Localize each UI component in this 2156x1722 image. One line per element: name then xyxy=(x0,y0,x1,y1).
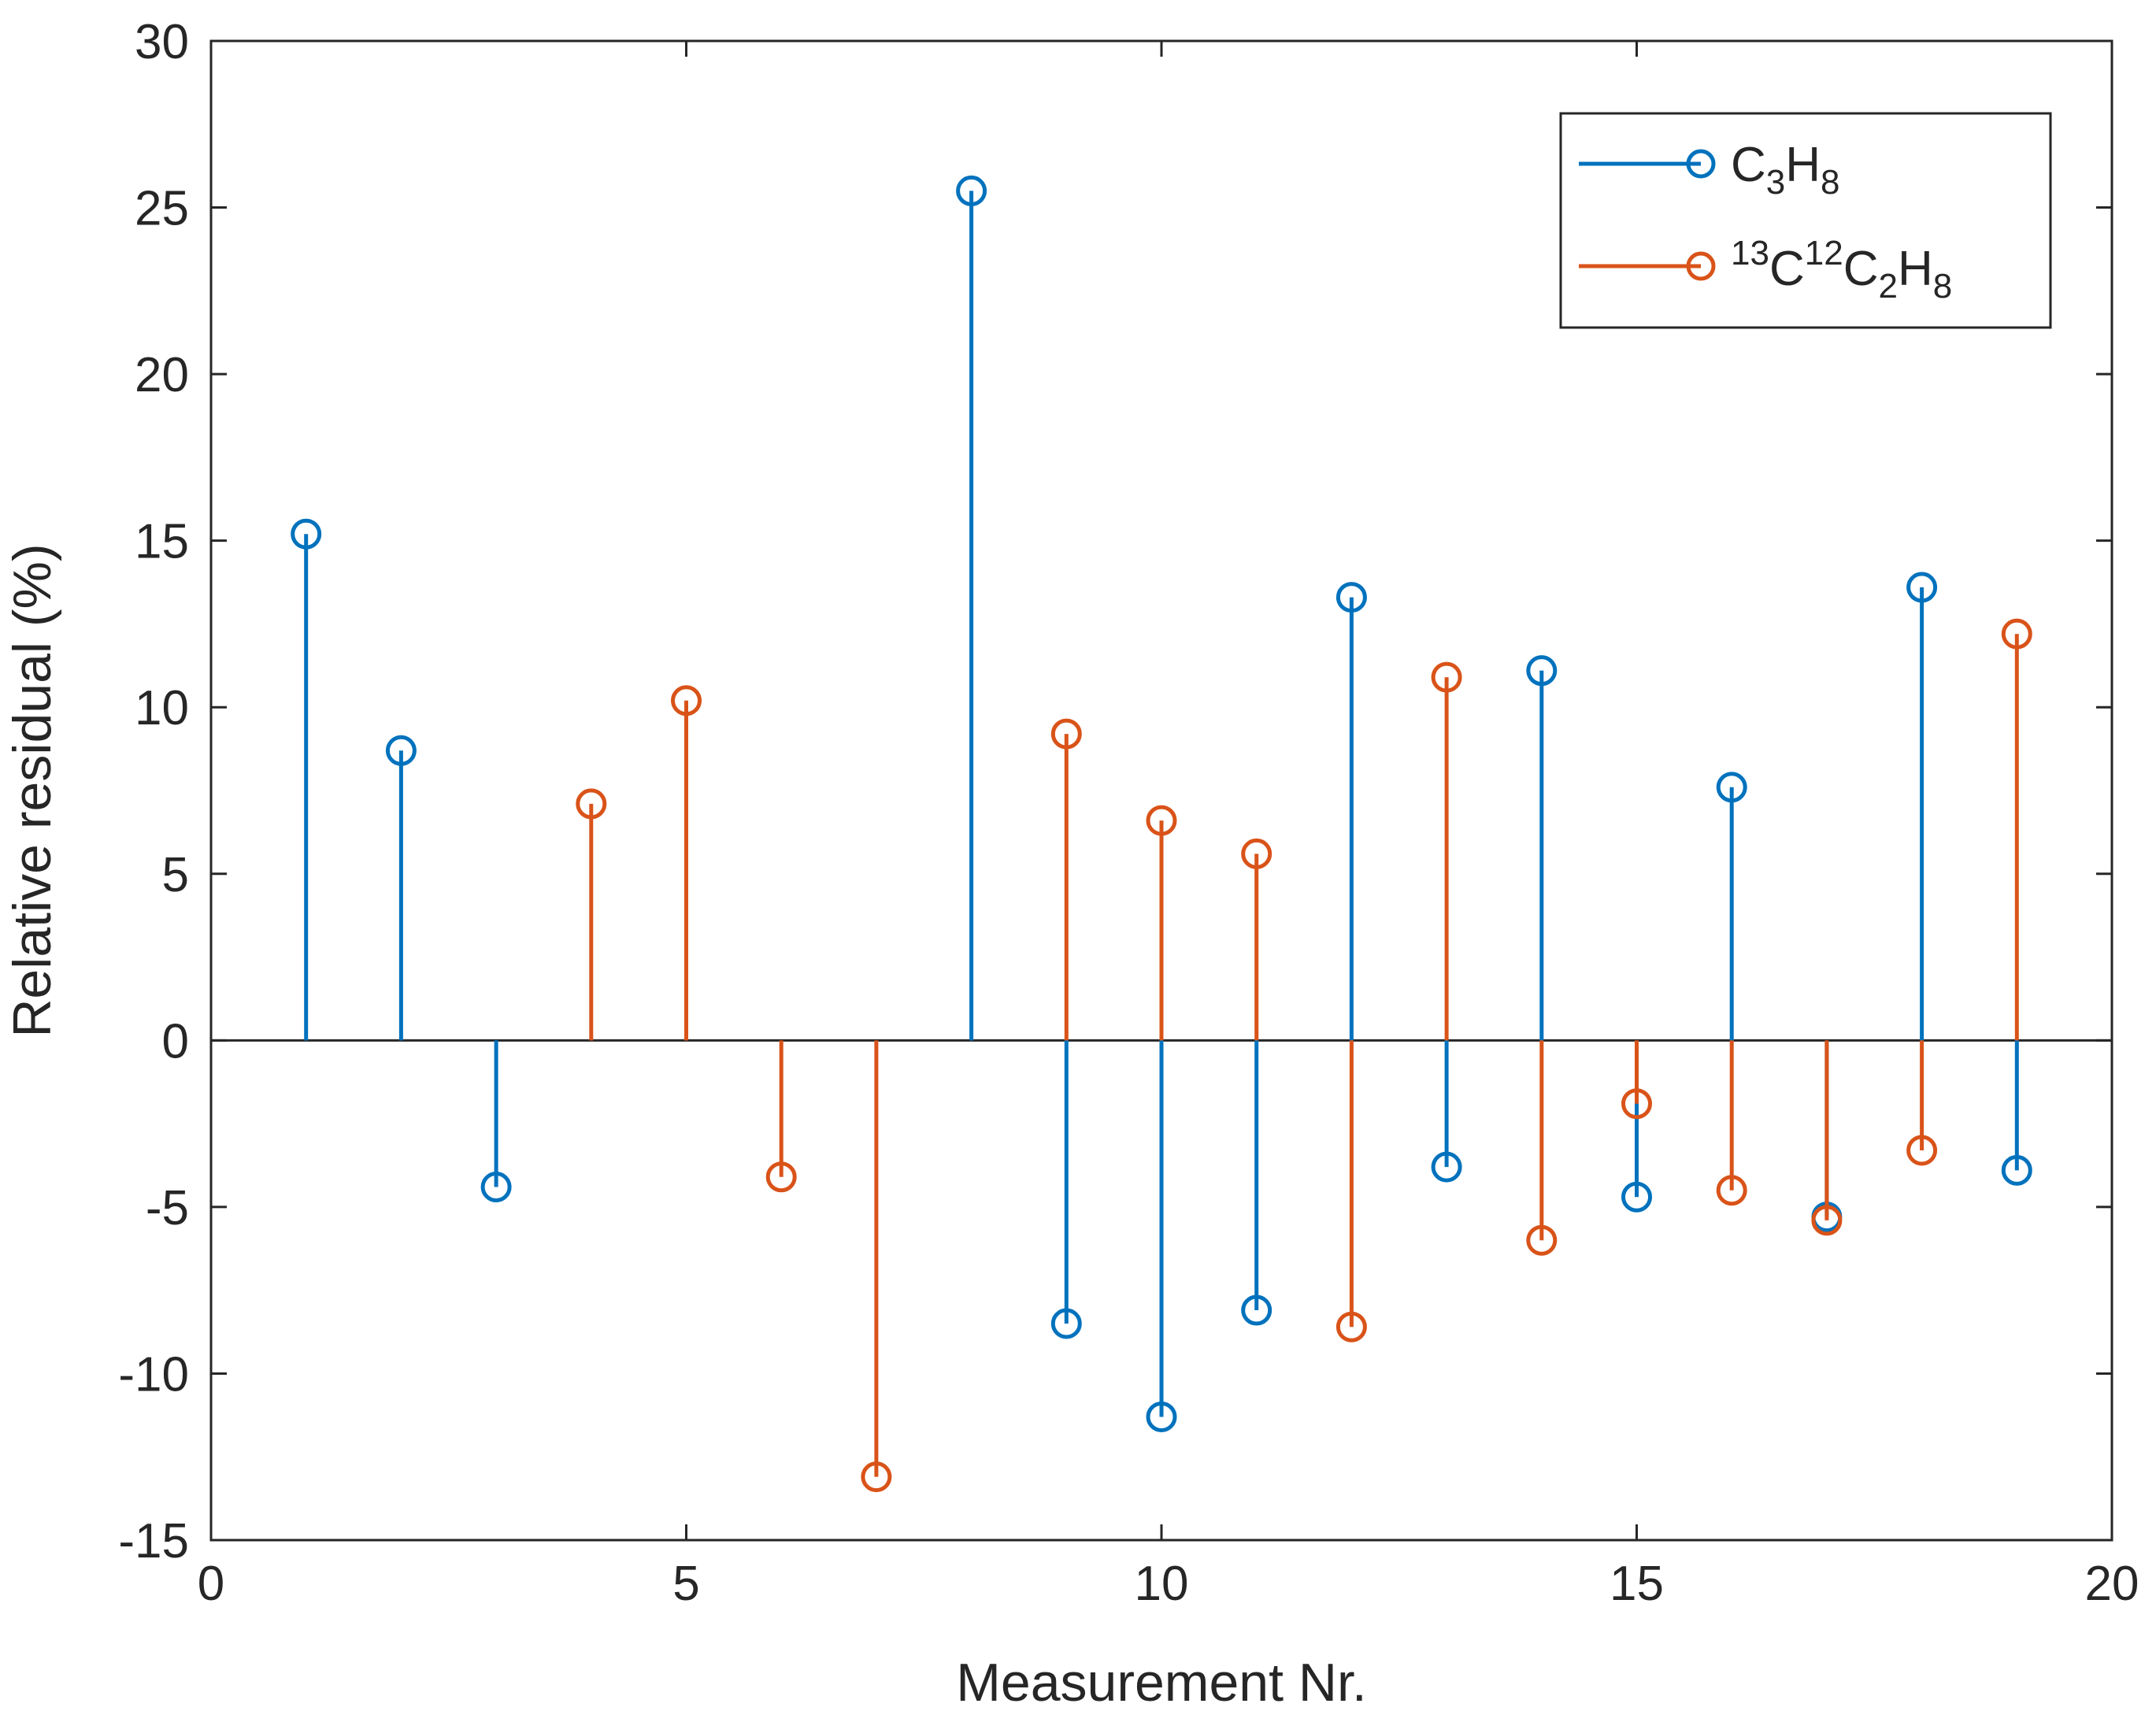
legend-2-sub1: 2 xyxy=(1878,267,1897,306)
marker-s1-4 xyxy=(1050,1308,1082,1339)
marker-s1-6 xyxy=(1241,1294,1272,1326)
marker-s2-8 xyxy=(1431,661,1462,693)
y-tick-label-2: -5 xyxy=(146,1181,189,1235)
marker-s1-1 xyxy=(385,735,417,766)
marker-s1-13 xyxy=(1906,572,1938,603)
marker-s2-5 xyxy=(1146,805,1177,836)
marker-s2-14 xyxy=(2001,618,2032,650)
legend-2-base2: C xyxy=(1843,242,1879,296)
x-tick-label-1: 5 xyxy=(672,1557,699,1611)
marker-s2-6 xyxy=(1241,838,1272,869)
y-tick-label-5: 10 xyxy=(135,681,189,735)
stems-layer xyxy=(211,175,2112,1493)
marker-s1-3 xyxy=(956,175,987,206)
legend-label-series-2: 13C12C2H8 xyxy=(1731,234,1952,306)
marker-s1-2 xyxy=(480,1172,512,1203)
y-tick-label-0: -15 xyxy=(118,1514,189,1568)
x-tick-label-4: 20 xyxy=(2085,1557,2139,1611)
marker-s2-11 xyxy=(1716,1175,1747,1206)
y-tick-label-4: 5 xyxy=(162,848,189,902)
legend-box xyxy=(1559,112,2052,329)
legend-2-sub2: 8 xyxy=(1933,267,1952,306)
plot-frame xyxy=(209,39,2113,1542)
marker-s1-5 xyxy=(1146,1401,1177,1432)
marker-s1-10 xyxy=(1621,1181,1652,1213)
x-tick-label-3: 15 xyxy=(1610,1557,1664,1611)
marker-s2-13 xyxy=(1906,1135,1938,1166)
marker-s2-10 xyxy=(1621,1088,1652,1120)
legend: C3H8 13C12C2H8 xyxy=(1559,112,2052,329)
legend-2-base3: H xyxy=(1898,242,1933,296)
marker-s2-4 xyxy=(1050,718,1082,750)
legend-1-base: C xyxy=(1731,138,1766,192)
x-tick-label-0: 0 xyxy=(198,1557,224,1611)
y-tick-label-7: 20 xyxy=(135,348,189,402)
marker-s2-1 xyxy=(671,685,702,717)
marker-s1-9 xyxy=(1526,655,1558,687)
legend-2-base1: C xyxy=(1769,242,1805,296)
series-1 xyxy=(291,175,2032,1432)
legend-marker-series-2 xyxy=(1686,251,1716,281)
marker-s2-9 xyxy=(1526,1224,1558,1256)
y-tick-label-9: 30 xyxy=(135,15,189,69)
marker-s1-11 xyxy=(1716,772,1747,803)
x-tick-label-2: 10 xyxy=(1135,1557,1189,1611)
ticks-layer: 0 5 10 15 20 -15 -10 -5 0 5 10 15 20 25 30 xyxy=(118,15,2139,1611)
series-2 xyxy=(576,618,2032,1493)
marker-s1-14 xyxy=(2001,1154,2032,1186)
marker-s2-2 xyxy=(765,1161,797,1193)
x-axis-title: Measurement Nr. xyxy=(956,1653,1367,1713)
y-tick-label-8: 25 xyxy=(135,182,189,236)
marker-s2-12 xyxy=(1811,1205,1843,1236)
legend-1-sub2: 8 xyxy=(1821,163,1839,202)
marker-s1-7 xyxy=(1335,582,1367,613)
y-tick-label-6: 15 xyxy=(135,515,189,569)
legend-1-mid: H xyxy=(1785,138,1821,192)
y-tick-label-3: 0 xyxy=(162,1014,189,1068)
marker-s2-0 xyxy=(576,788,607,820)
legend-2-sup1: 13 xyxy=(1731,234,1769,272)
marker-s1-8 xyxy=(1431,1151,1462,1183)
marker-s2-3 xyxy=(861,1461,892,1493)
legend-1-sub1: 3 xyxy=(1766,163,1785,202)
marker-s2-7 xyxy=(1335,1311,1367,1342)
y-tick-label-1: -10 xyxy=(118,1347,189,1402)
legend-marker-series-1 xyxy=(1686,149,1716,179)
y-axis-title: Relative residual (%) xyxy=(2,543,62,1037)
marker-s1-0 xyxy=(291,518,322,550)
legend-label-series-1: C3H8 xyxy=(1731,138,1840,202)
legend-2-sup2: 12 xyxy=(1805,234,1843,272)
